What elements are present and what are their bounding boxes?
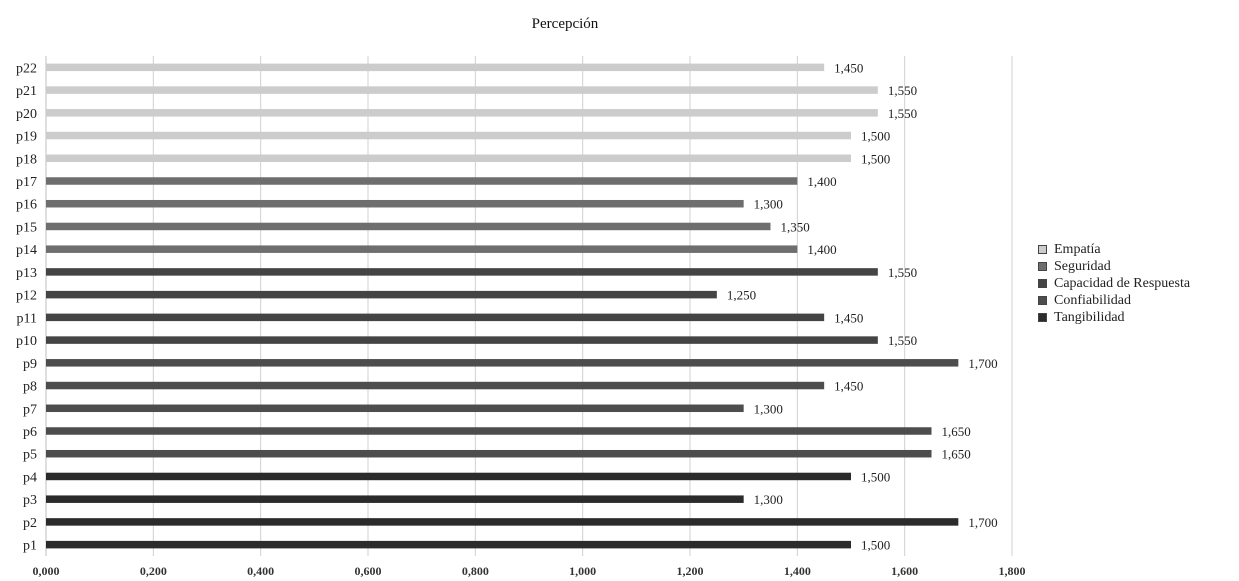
data-label: 1,400 <box>807 174 836 189</box>
data-label: 1,550 <box>888 265 917 280</box>
data-label: 1,300 <box>754 401 783 416</box>
x-tick-label: 1,600 <box>891 564 918 578</box>
bar-p13 <box>46 268 878 276</box>
legend-label: Confiabilidad <box>1054 293 1131 308</box>
y-tick-label: p5 <box>23 448 37 463</box>
bar-p9 <box>46 359 959 367</box>
y-tick-label: p22 <box>16 61 37 76</box>
legend-item: Empatía <box>1038 241 1190 258</box>
x-tick-label: 1,400 <box>784 564 811 578</box>
data-label: 1,350 <box>781 219 810 234</box>
bar-p15 <box>46 222 771 231</box>
bar-p11 <box>46 313 825 322</box>
x-tick-label: 0,400 <box>247 564 274 578</box>
y-tick-label: p7 <box>23 402 37 417</box>
y-tick-label: p20 <box>16 107 37 122</box>
legend-label: Empatía <box>1054 242 1101 257</box>
data-label: 1,500 <box>861 538 890 553</box>
bar-p20 <box>46 109 878 117</box>
legend-label: Seguridad <box>1054 259 1111 274</box>
legend-item: Capacidad de Respuesta <box>1038 275 1190 292</box>
y-tick-label: p10 <box>16 334 37 349</box>
y-tick-label: p11 <box>17 311 37 326</box>
y-tick-label: p18 <box>16 152 37 167</box>
legend-item: Seguridad <box>1038 258 1190 275</box>
data-label: 1,250 <box>727 288 756 303</box>
y-tick-label: p4 <box>23 470 37 485</box>
x-tick-label: 0,200 <box>140 564 167 578</box>
bar-p19 <box>46 131 851 140</box>
bar-p1 <box>46 540 851 549</box>
chart-title: Percepción <box>531 16 599 32</box>
legend-label: Capacidad de Respuesta <box>1054 276 1191 291</box>
legend-label: Tangibilidad <box>1054 310 1125 325</box>
x-tick-label: 0,000 <box>33 564 60 578</box>
y-tick-label: p17 <box>16 175 37 190</box>
bar-p14 <box>46 245 798 253</box>
data-label: 1,500 <box>861 129 890 144</box>
legend-swatch <box>1038 313 1047 322</box>
data-label: 1,450 <box>834 310 863 325</box>
y-tick-label: p14 <box>16 243 37 258</box>
x-tick-label: 1,800 <box>999 564 1026 578</box>
y-tick-label: p21 <box>16 84 37 99</box>
bar-p4 <box>46 472 851 481</box>
chart-legend: Empatía Seguridad Capacidad de Respuesta Co… <box>1038 241 1190 326</box>
bar-p6 <box>46 427 932 435</box>
bar-p10 <box>46 336 878 344</box>
data-label: 1,550 <box>888 106 917 121</box>
y-tick-label: p15 <box>16 220 37 235</box>
legend-item: Tangibilidad <box>1038 309 1190 326</box>
y-tick-label: p6 <box>23 425 37 440</box>
y-tick-label: p12 <box>16 289 37 304</box>
bar-p16 <box>46 199 744 208</box>
bar-p18 <box>46 154 851 163</box>
legend-swatch <box>1038 245 1047 254</box>
y-tick-label: p2 <box>23 516 37 531</box>
legend-item: Confiabilidad <box>1038 292 1190 309</box>
bar-p2 <box>46 518 959 526</box>
x-tick-label: 0,800 <box>462 564 489 578</box>
data-label: 1,700 <box>968 515 997 530</box>
legend-swatch <box>1038 296 1047 305</box>
data-label: 1,550 <box>888 83 917 98</box>
y-tick-label: p1 <box>23 539 37 554</box>
y-tick-label: p16 <box>16 198 37 213</box>
x-tick-label: 0,600 <box>355 564 382 578</box>
x-tick-label: 1,000 <box>569 564 596 578</box>
bar-p7 <box>46 404 744 413</box>
data-label: 1,400 <box>807 242 836 257</box>
data-label: 1,650 <box>942 424 971 439</box>
legend-swatch <box>1038 279 1047 288</box>
bar-p5 <box>46 449 932 458</box>
bar-p8 <box>46 381 825 390</box>
data-label: 1,500 <box>861 469 890 484</box>
bar-p3 <box>46 495 744 503</box>
data-label: 1,500 <box>861 151 890 166</box>
data-label: 1,300 <box>754 197 783 212</box>
y-tick-label: p9 <box>23 357 37 372</box>
data-label: 1,700 <box>968 356 997 371</box>
bar-p22 <box>46 63 825 72</box>
y-tick-label: p13 <box>16 266 37 281</box>
data-label: 1,300 <box>754 492 783 507</box>
data-label: 1,550 <box>888 333 917 348</box>
y-tick-label: p8 <box>23 380 37 395</box>
y-tick-label: p3 <box>23 493 37 508</box>
bar-p12 <box>46 290 717 299</box>
data-label: 1,650 <box>942 447 971 462</box>
bar-p17 <box>46 177 798 185</box>
bar-p21 <box>46 86 878 94</box>
x-tick-label: 1,200 <box>677 564 704 578</box>
data-label: 1,450 <box>834 60 863 75</box>
legend-swatch <box>1038 262 1047 271</box>
y-tick-label: p19 <box>16 130 37 145</box>
data-label: 1,450 <box>834 379 863 394</box>
